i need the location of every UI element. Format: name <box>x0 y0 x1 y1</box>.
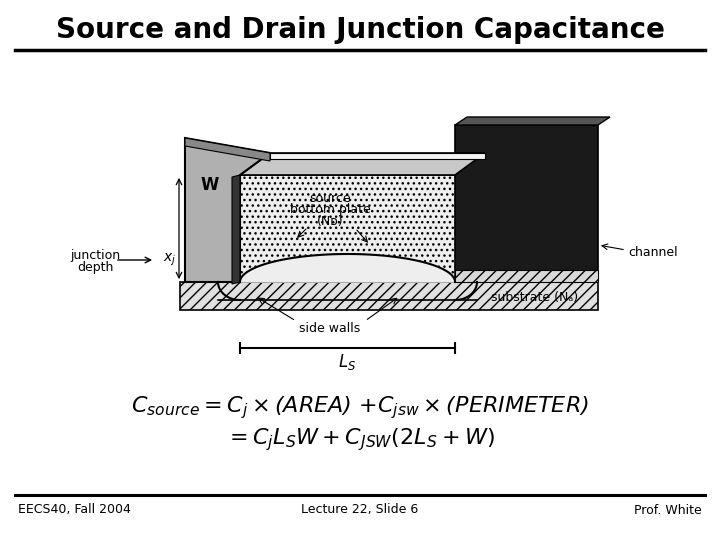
Text: source: source <box>309 192 351 205</box>
Text: junction: junction <box>70 248 120 261</box>
Polygon shape <box>240 153 485 175</box>
Polygon shape <box>455 117 610 125</box>
Text: EECS40, Fall 2004: EECS40, Fall 2004 <box>18 503 131 516</box>
Text: bottom plate: bottom plate <box>289 204 370 217</box>
Polygon shape <box>240 254 455 282</box>
Polygon shape <box>455 270 598 282</box>
Polygon shape <box>180 282 598 310</box>
Text: $C_{source} = C_j\times$(AREA) $+ C_{jsw}\times$(PERIMETER): $C_{source} = C_j\times$(AREA) $+ C_{jsw… <box>131 395 589 421</box>
Text: Lecture 22, Slide 6: Lecture 22, Slide 6 <box>302 503 418 516</box>
Text: Prof. White: Prof. White <box>634 503 702 516</box>
Text: depth: depth <box>77 260 113 273</box>
Text: Source and Drain Junction Capacitance: Source and Drain Junction Capacitance <box>55 16 665 44</box>
Text: $x_j$: $x_j$ <box>163 252 176 268</box>
Polygon shape <box>270 153 485 159</box>
Text: $= C_jL_SW + C_{JSW}(2L_S + W)$: $= C_jL_SW + C_{JSW}(2L_S + W)$ <box>225 427 495 454</box>
Polygon shape <box>240 175 455 282</box>
Polygon shape <box>455 125 598 282</box>
Text: channel: channel <box>628 246 678 259</box>
Text: substrate (Nₐ): substrate (Nₐ) <box>492 292 579 305</box>
Text: (Nᴅ): (Nᴅ) <box>317 215 343 228</box>
Polygon shape <box>185 138 270 282</box>
Text: $L_S$: $L_S$ <box>338 352 356 372</box>
Text: W: W <box>201 176 219 194</box>
Polygon shape <box>232 175 240 284</box>
Text: side walls: side walls <box>300 321 361 334</box>
Polygon shape <box>185 138 270 161</box>
